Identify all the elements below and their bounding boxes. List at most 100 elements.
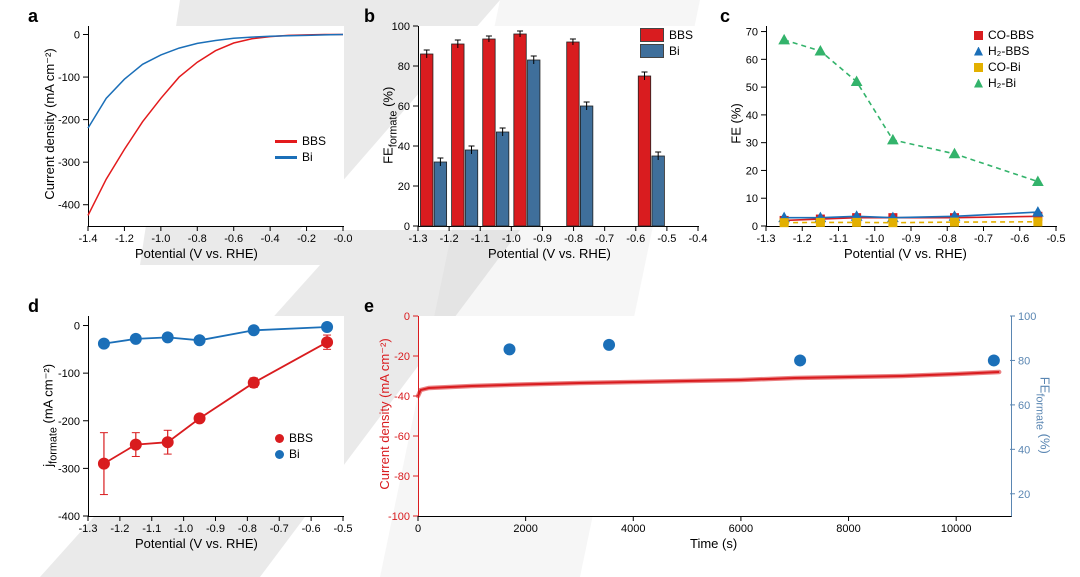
svg-text:-0.7: -0.7: [974, 233, 993, 245]
svg-text:-0.6: -0.6: [1010, 233, 1029, 245]
svg-text:-0.5: -0.5: [334, 523, 353, 535]
svg-text:-1.2: -1.2: [115, 233, 134, 245]
svg-text:-0.6: -0.6: [224, 233, 243, 245]
svg-text:0: 0: [404, 221, 410, 233]
panel-e-label: e: [364, 296, 374, 317]
svg-text:-0.8: -0.8: [938, 233, 957, 245]
svg-text:-0.0: -0.0: [334, 233, 353, 245]
panel-b-label: b: [364, 6, 375, 27]
svg-text:20: 20: [1018, 489, 1030, 501]
legend-b-bi: Bi: [640, 44, 693, 58]
svg-text:40: 40: [1018, 444, 1030, 456]
svg-text:-1.0: -1.0: [865, 233, 884, 245]
svg-text:-1.0: -1.0: [174, 523, 193, 535]
svg-text:-0.9: -0.9: [533, 233, 552, 245]
panel-d-label: d: [28, 296, 39, 317]
svg-text:20: 20: [398, 181, 410, 193]
panel-d-svg: -400-300-200-1000-1.3-1.2-1.1-1.0-0.9-0.…: [88, 316, 343, 516]
svg-text:10: 10: [746, 193, 758, 205]
panel-a-ylabel: Current density (mA cm⁻²): [42, 34, 58, 214]
svg-text:30: 30: [746, 138, 758, 150]
svg-text:50: 50: [746, 82, 758, 94]
panel-c-xlabel: Potential (V vs. RHE): [844, 246, 967, 261]
svg-text:-80: -80: [394, 471, 410, 483]
panel-b: b 0 20 40 60 80 100 -1.3 -1.2 -1.1 -1.0 -0.9 -0.8 -0…: [360, 6, 705, 276]
svg-text:-0.5: -0.5: [1047, 233, 1066, 245]
svg-text:20: 20: [746, 165, 758, 177]
svg-text:-400: -400: [58, 511, 80, 523]
svg-text:-0.7: -0.7: [270, 523, 289, 535]
svg-text:-100: -100: [58, 368, 80, 380]
svg-text:0: 0: [415, 523, 421, 535]
svg-text:-200: -200: [58, 115, 80, 127]
svg-text:8000: 8000: [836, 523, 860, 535]
svg-text:100: 100: [1018, 311, 1036, 323]
svg-text:-1.4: -1.4: [79, 233, 98, 245]
panel-b-xlabel: Potential (V vs. RHE): [488, 246, 611, 261]
panel-e: e -100-80-60-40-200204060801000200040006…: [360, 296, 1066, 566]
panel-a: a -400-300-200-1000-1.4-1.2-1.0-0.8-0.6-…: [20, 6, 350, 276]
panel-c-legend: CO-BBS H₂-BBS CO-Bi H₂-Bi: [974, 28, 1034, 92]
panel-a-label: a: [28, 6, 38, 27]
legend-a-bbs: BBS: [275, 134, 326, 148]
svg-text:-1.0: -1.0: [502, 233, 521, 245]
panel-e-xlabel: Time (s): [690, 536, 737, 551]
svg-text:-0.7: -0.7: [595, 233, 614, 245]
svg-text:60: 60: [398, 101, 410, 113]
svg-text:-300: -300: [58, 463, 80, 475]
panel-d-ylabel: jformate (mA cm⁻²): [41, 325, 60, 505]
svg-text:0: 0: [752, 221, 758, 233]
svg-text:-0.6: -0.6: [626, 233, 645, 245]
svg-text:-300: -300: [58, 157, 80, 169]
svg-text:-1.1: -1.1: [471, 233, 490, 245]
svg-text:80: 80: [1018, 355, 1030, 367]
svg-text:80: 80: [398, 61, 410, 73]
svg-text:-0.8: -0.8: [188, 233, 207, 245]
svg-text:-200: -200: [58, 416, 80, 428]
svg-text:70: 70: [746, 27, 758, 39]
panel-a-legend: BBS Bi: [275, 134, 326, 166]
panel-c: c 010203040506070-1.3-1.2-1.1-1.0-0.9-0.…: [716, 6, 1066, 276]
svg-text:6000: 6000: [729, 523, 753, 535]
panel-a-svg: -400-300-200-1000-1.4-1.2-1.0-0.8-0.6-0.…: [88, 26, 343, 226]
panel-e-svg: -100-80-60-40-20020406080100020004000600…: [418, 316, 1010, 516]
svg-text:-40: -40: [394, 391, 410, 403]
panel-d: d -400-300-200-1000-1.3-1.2-1.1-1.0-0.9-…: [20, 296, 350, 566]
svg-text:-1.0: -1.0: [151, 233, 170, 245]
panel-b-ylabel: FEformate (%): [381, 55, 400, 195]
legend-b-bbs: BBS: [640, 28, 693, 42]
svg-text:-1.1: -1.1: [142, 523, 161, 535]
svg-text:40: 40: [398, 141, 410, 153]
svg-text:-1.3: -1.3: [757, 233, 776, 245]
svg-text:-0.6: -0.6: [302, 523, 321, 535]
svg-text:-0.8: -0.8: [238, 523, 257, 535]
panel-c-ylabel: FE (%): [729, 74, 744, 174]
svg-text:60: 60: [1018, 400, 1030, 412]
svg-text:100: 100: [392, 21, 410, 33]
legend-c-h2bi: H₂-Bi: [974, 76, 1034, 90]
panel-e-y2label: FEformate (%): [1034, 340, 1053, 490]
svg-text:-60: -60: [394, 431, 410, 443]
svg-text:-1.2: -1.2: [110, 523, 129, 535]
panel-d-legend: BBS Bi: [275, 431, 313, 463]
svg-text:40: 40: [746, 110, 758, 122]
svg-text:0: 0: [74, 321, 80, 333]
panel-c-label: c: [720, 6, 730, 27]
svg-text:-1.3: -1.3: [409, 233, 428, 245]
svg-text:-0.9: -0.9: [206, 523, 225, 535]
figure-root: a -400-300-200-1000-1.4-1.2-1.0-0.8-0.6-…: [0, 0, 1080, 577]
svg-text:-1.2: -1.2: [440, 233, 459, 245]
legend-c-cobi: CO-Bi: [974, 60, 1034, 74]
svg-text:-0.4: -0.4: [689, 233, 708, 245]
svg-text:-1.1: -1.1: [829, 233, 848, 245]
svg-text:4000: 4000: [621, 523, 645, 535]
panel-e-y1label: Current density (mA cm⁻²): [377, 319, 393, 509]
svg-text:0: 0: [404, 311, 410, 323]
svg-text:-0.8: -0.8: [564, 233, 583, 245]
svg-text:-0.9: -0.9: [902, 233, 921, 245]
svg-text:-1.3: -1.3: [79, 523, 98, 535]
svg-text:-0.5: -0.5: [657, 233, 676, 245]
svg-text:2000: 2000: [513, 523, 537, 535]
svg-text:60: 60: [746, 54, 758, 66]
panel-d-xlabel: Potential (V vs. RHE): [135, 536, 258, 551]
